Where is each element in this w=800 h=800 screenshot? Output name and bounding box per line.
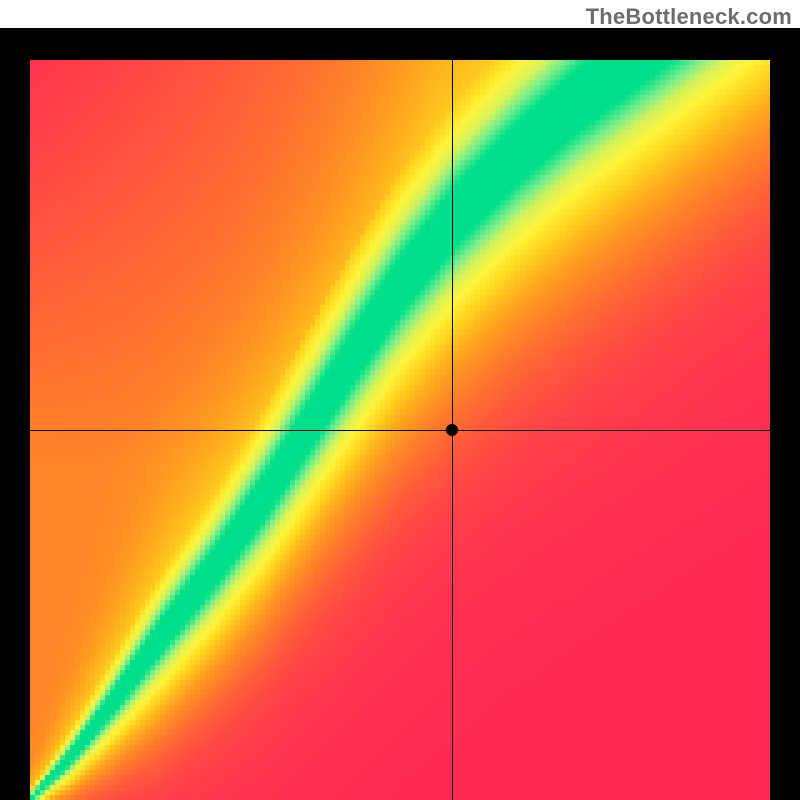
marker-dot — [446, 424, 458, 436]
figure-root: TheBottleneck.com — [0, 0, 800, 800]
crosshair-horizontal — [30, 430, 770, 431]
watermark-text: TheBottleneck.com — [586, 4, 792, 30]
heatmap-plot — [30, 60, 770, 800]
